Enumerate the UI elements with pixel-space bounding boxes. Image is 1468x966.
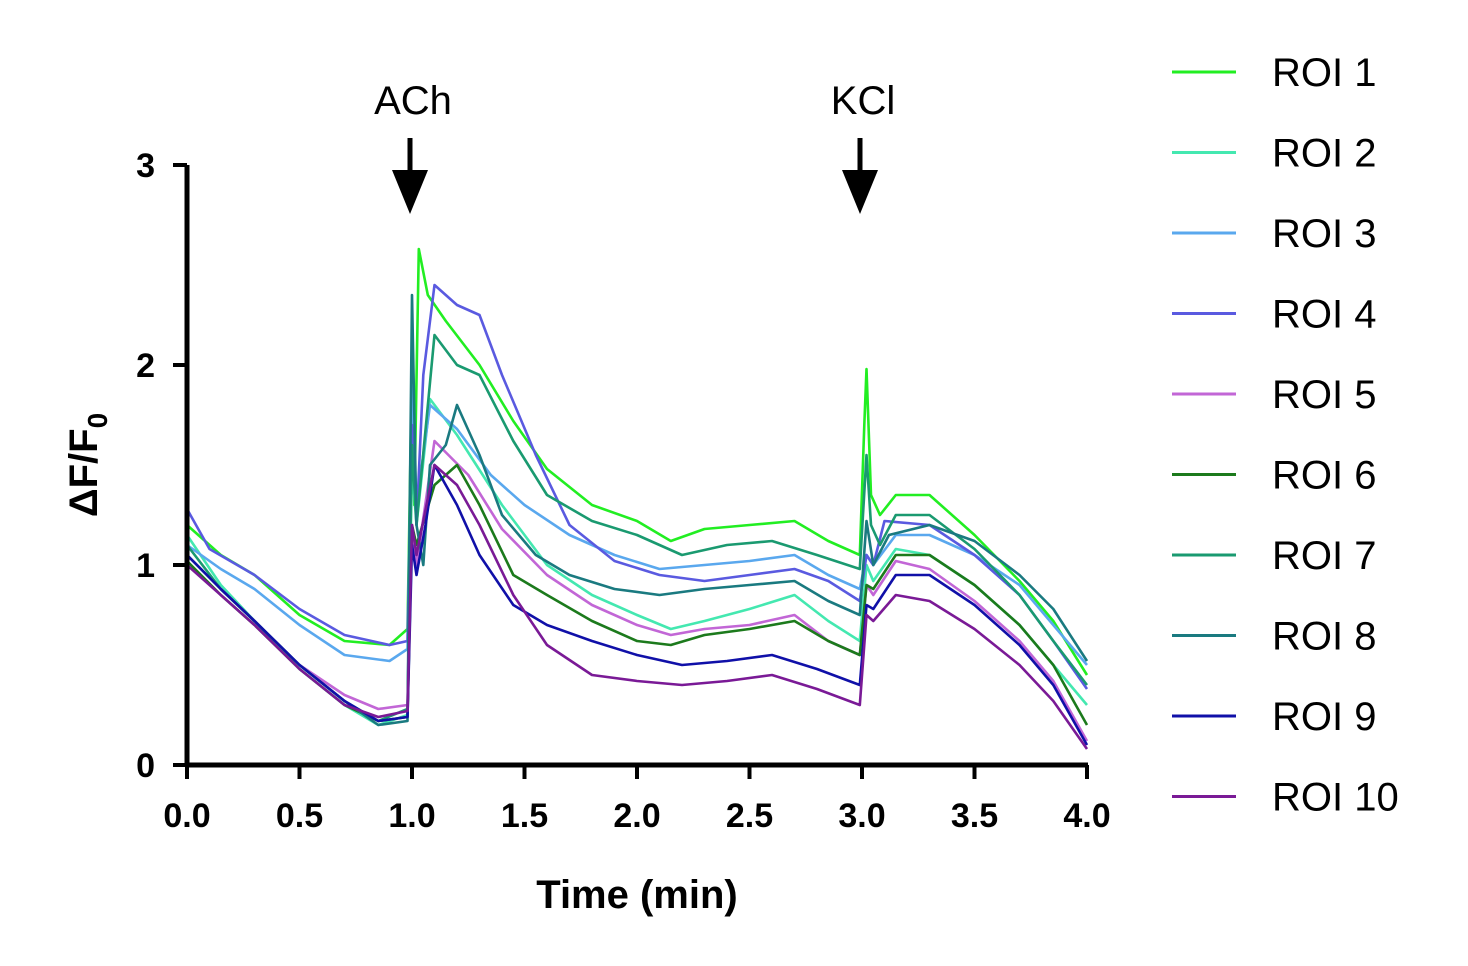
- y-axis-title: ΔF/F0: [62, 413, 113, 517]
- x-tick-label: 3.0: [838, 797, 885, 835]
- y-tick-label: 0: [136, 747, 155, 785]
- legend-label: ROI 10: [1272, 776, 1399, 820]
- x-tick-label: 1.5: [501, 797, 548, 835]
- legend-label: ROI 2: [1272, 132, 1376, 176]
- legend-label: ROI 4: [1272, 293, 1376, 337]
- x-tick-label: 2.0: [613, 797, 660, 835]
- legend-label: ROI 6: [1272, 454, 1376, 498]
- series-line-roi-9: [186, 463, 1089, 746]
- series-layer: [185, 247, 1089, 750]
- series-line-roi-10: [186, 463, 1089, 750]
- legend-label: ROI 5: [1272, 373, 1376, 417]
- legend-label: ROI 8: [1272, 615, 1376, 659]
- axes: [184, 165, 1088, 768]
- x-tick-label: 2.5: [726, 797, 773, 835]
- x-ticks: 0.0 0.5 1.0 1.5 2.0 2.5 3.0 3.5 4.0: [163, 765, 1111, 835]
- y-tick-label: 1: [136, 547, 155, 585]
- annotation-label: ACh: [374, 79, 452, 123]
- y-ticks: 0 1 2 3: [136, 147, 187, 785]
- legend: ROI 1 ROI 2 ROI 3 ROI 4 ROI 5 ROI 6 ROI 7 ROI 8…: [1172, 51, 1399, 820]
- x-tick-label: 0.5: [276, 797, 323, 835]
- x-tick-label: 0.0: [163, 797, 210, 835]
- down-arrow-icon: [842, 170, 878, 214]
- y-axis-title-subscript: 0: [82, 413, 113, 429]
- down-arrow-icon: [392, 170, 428, 214]
- series-line-roi-4: [185, 283, 1089, 690]
- series-line-roi-5: [186, 439, 1089, 742]
- annotation-label: KCl: [831, 79, 895, 123]
- series-line-roi-3: [186, 383, 1088, 666]
- annotations: ACh KCl: [374, 79, 895, 214]
- y-axis-title-main: ΔF/F: [62, 428, 106, 517]
- svg-text:ΔF/F0: ΔF/F0: [62, 413, 113, 517]
- series-line-roi-8: [186, 293, 1089, 727]
- x-tick-label: 1.0: [388, 797, 435, 835]
- series-line-roi-1: [186, 247, 1089, 676]
- legend-label: ROI 3: [1272, 212, 1376, 256]
- legend-label: ROI 1: [1272, 51, 1376, 95]
- x-tick-label: 4.0: [1063, 797, 1110, 835]
- x-tick-label: 3.5: [951, 797, 998, 835]
- legend-label: ROI 7: [1272, 534, 1376, 578]
- y-tick-label: 3: [136, 147, 155, 185]
- x-axis-title: Time (min): [536, 873, 738, 917]
- y-tick-label: 2: [136, 347, 155, 385]
- series-line-roi-7: [185, 333, 1089, 723]
- legend-label: ROI 9: [1272, 695, 1376, 739]
